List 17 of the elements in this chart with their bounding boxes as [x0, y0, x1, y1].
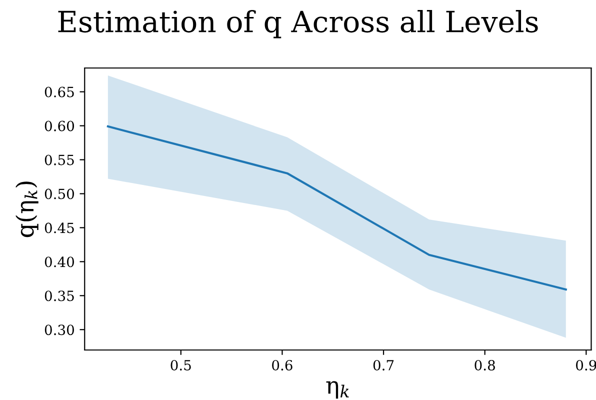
y-tick-label: 0.45	[44, 222, 74, 234]
line-series	[106, 125, 567, 291]
y-tick-label: 0.50	[44, 188, 74, 200]
y-tick-label: 0.40	[44, 256, 74, 268]
chart-title: Estimation of q Across all Levels	[58, 10, 538, 38]
x-axis-title: η$_{k}$	[326, 381, 349, 399]
y-tick-label: 0.60	[44, 120, 74, 132]
x-tick-label: 0.6	[272, 360, 292, 370]
y-axis-title: q(η$_{k}$)	[16, 182, 38, 238]
x-tick-label: 0.5	[170, 360, 191, 370]
x-tick-label: 0.8	[474, 360, 495, 370]
y-tick-label: 0.65	[44, 86, 74, 98]
y-tick-label: 0.35	[44, 290, 74, 302]
x-tick-label: 0.7	[373, 360, 394, 370]
y-tick-label: 0.30	[44, 324, 74, 336]
x-tick-label: 0.9	[576, 360, 596, 370]
y-tick-label: 0.55	[44, 154, 74, 166]
